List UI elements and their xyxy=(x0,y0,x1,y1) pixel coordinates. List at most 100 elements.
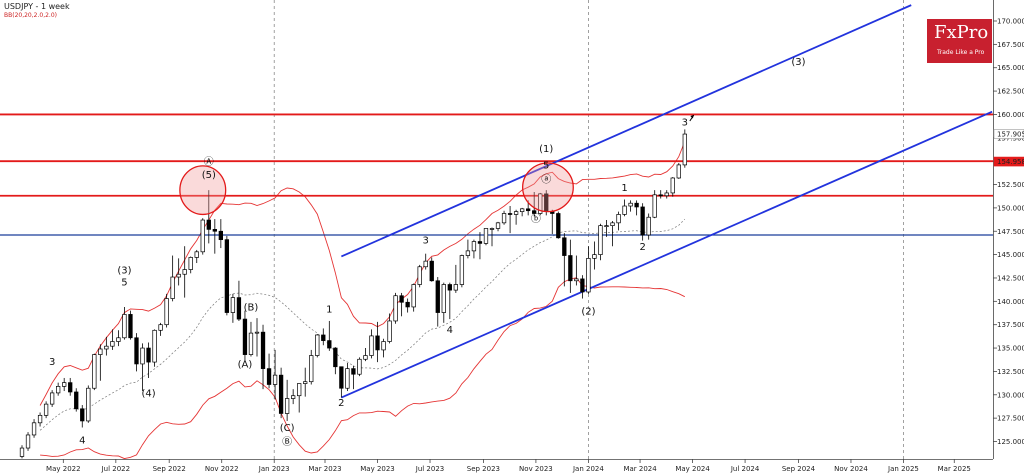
trend-channel xyxy=(340,4,993,399)
time-axis: May 2022 Jul 2022 Sep 2022 Nov 2022 Jan 2023… xyxy=(0,459,993,473)
y-tick-label: 162.500 xyxy=(997,88,1024,96)
candle-body xyxy=(284,398,290,414)
candle xyxy=(218,219,223,249)
price-tag xyxy=(993,156,1024,167)
candle-body xyxy=(98,348,103,355)
x-tick-label: Jul 2024 xyxy=(730,465,760,473)
candle xyxy=(188,256,193,274)
candle-body xyxy=(62,382,67,387)
candle-body xyxy=(447,284,452,291)
x-tick-label: Sep 2023 xyxy=(467,465,500,473)
indicator-legend: BB(20,20,2.0,2.0) xyxy=(4,12,57,19)
candle-body xyxy=(104,345,109,350)
wave-label: 4 xyxy=(79,435,85,446)
bb-upper xyxy=(39,141,686,406)
x-tick-label: Nov 2022 xyxy=(205,465,239,473)
candle-body xyxy=(411,284,416,308)
x-tick-label: May 2022 xyxy=(46,465,81,473)
candle xyxy=(556,211,561,239)
candle-body xyxy=(242,318,248,355)
price-tag xyxy=(993,129,1024,139)
candle xyxy=(387,313,392,344)
candle-body xyxy=(266,368,272,385)
candle-body xyxy=(19,447,25,457)
candle xyxy=(501,210,507,225)
candle-body xyxy=(321,334,326,341)
candle-body xyxy=(580,278,585,293)
wave-label: 1 xyxy=(621,183,627,194)
candle-body xyxy=(610,222,615,226)
candle xyxy=(604,220,609,237)
candle xyxy=(242,310,248,362)
candle xyxy=(284,379,290,421)
candle xyxy=(25,432,31,451)
candle xyxy=(477,232,483,260)
candle-body xyxy=(471,241,477,252)
candle-body xyxy=(92,354,97,389)
candle xyxy=(309,349,314,385)
candle-body xyxy=(441,284,446,313)
candle xyxy=(194,249,199,264)
candle xyxy=(513,209,519,225)
y-tick-label: 130.000 xyxy=(997,391,1024,399)
candle xyxy=(146,342,151,378)
wave-label: (3) xyxy=(791,57,805,68)
wave-label: (B) xyxy=(244,303,259,314)
candle-body xyxy=(43,403,49,416)
candle-body xyxy=(333,347,338,368)
candle xyxy=(339,366,344,398)
wave-label: 2 xyxy=(338,398,344,409)
candle xyxy=(134,333,139,372)
candle xyxy=(411,283,416,312)
candle-body xyxy=(224,239,230,313)
candle-body xyxy=(170,276,175,299)
wave-label: 3 xyxy=(423,235,429,246)
candle-body xyxy=(218,230,223,241)
candle-body xyxy=(616,214,621,224)
candle-body xyxy=(501,213,507,224)
candle-body xyxy=(483,228,489,244)
highlight-circles xyxy=(179,162,574,216)
candle-body xyxy=(429,260,434,282)
candle xyxy=(580,275,585,299)
candle-body xyxy=(74,391,79,410)
candle xyxy=(381,338,386,358)
candle-body xyxy=(513,211,519,215)
candle xyxy=(345,363,350,392)
y-tick-label: 125.000 xyxy=(997,438,1024,446)
candle-body xyxy=(152,329,157,363)
candle xyxy=(646,213,651,240)
candle-body xyxy=(381,341,386,351)
candle-body xyxy=(658,194,663,197)
candle xyxy=(351,365,356,390)
wave-label: (A) xyxy=(238,360,253,371)
candle xyxy=(158,322,163,336)
y-tick-label: 167.500 xyxy=(997,41,1024,49)
candle-body xyxy=(459,255,465,285)
candle xyxy=(634,200,639,216)
candle xyxy=(104,336,109,356)
candle-body xyxy=(477,241,483,244)
candle-body xyxy=(519,208,525,212)
candle xyxy=(86,385,91,423)
candle-body xyxy=(146,347,151,363)
candle xyxy=(68,377,73,396)
y-tick-label: 140.000 xyxy=(997,298,1024,306)
candles xyxy=(19,129,687,459)
wave-label: 5 xyxy=(121,277,127,288)
candle xyxy=(664,190,669,199)
candle xyxy=(447,282,452,320)
candle xyxy=(622,199,627,217)
candle-body xyxy=(670,177,675,194)
candle-body xyxy=(25,434,31,449)
candle-body xyxy=(140,347,145,365)
candle xyxy=(640,203,645,241)
candle xyxy=(122,306,127,340)
x-tick-label: Sep 2022 xyxy=(153,465,186,473)
candle xyxy=(254,318,260,357)
candle-body xyxy=(254,331,260,334)
candle-body xyxy=(236,297,242,320)
candle-body xyxy=(586,257,591,293)
candle xyxy=(260,324,266,390)
candle-body xyxy=(37,414,43,424)
